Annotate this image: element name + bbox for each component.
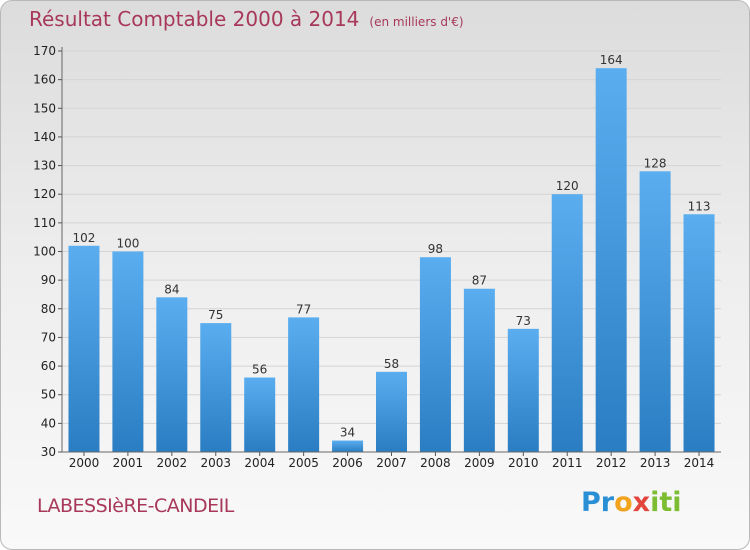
labels: 102 100 84 75 56 77 34 58 98 87 73 120 164 128 113	[73, 53, 711, 439]
y-tick-label: 110	[33, 216, 56, 230]
y-tick-label: 100	[33, 245, 56, 259]
bar	[595, 68, 627, 452]
axes: 30 40 50 60 70 80 90 100 110 120 130 140 150 160 170 20…	[33, 44, 721, 470]
proxiti-logo: Proxiti	[581, 487, 682, 518]
x-tick-label: 2014	[684, 456, 715, 470]
bar	[244, 377, 276, 452]
y-tick-label: 140	[33, 130, 56, 144]
bar	[551, 194, 583, 452]
y-tick-label: 130	[33, 159, 56, 173]
data-label: 75	[208, 308, 223, 322]
logo-part-2: o	[614, 487, 633, 518]
data-label: 164	[600, 53, 623, 67]
y-tick-label: 80	[41, 302, 56, 316]
data-label: 113	[688, 199, 711, 213]
data-label: 120	[556, 179, 579, 193]
x-tick-label: 2005	[288, 456, 319, 470]
y-tick-label: 50	[41, 388, 56, 402]
data-label: 87	[472, 274, 487, 288]
data-label: 34	[340, 426, 355, 440]
y-tick-label: 60	[41, 359, 56, 373]
bar	[683, 214, 715, 452]
bar	[376, 371, 407, 452]
bar	[112, 251, 144, 452]
bar	[332, 440, 364, 452]
data-label: 77	[296, 302, 311, 316]
data-label: 84	[164, 282, 179, 296]
bar	[507, 328, 539, 452]
x-tick-label: 2008	[420, 456, 451, 470]
x-tick-label: 2006	[332, 456, 363, 470]
y-tick-label: 40	[41, 416, 56, 430]
y-tick-label: 90	[41, 273, 56, 287]
bar	[288, 317, 320, 452]
y-tick-label: 120	[33, 187, 56, 201]
data-label: 102	[73, 231, 96, 245]
y-tick-label: 30	[41, 445, 56, 459]
bar	[463, 288, 495, 452]
x-tick-label: 2002	[157, 456, 188, 470]
x-tick-label: 2011	[552, 456, 583, 470]
data-label: 98	[428, 242, 443, 256]
bar	[68, 245, 100, 452]
x-tick-label: 2003	[200, 456, 231, 470]
logo-part-1: Pr	[581, 487, 615, 518]
y-tick-label: 160	[33, 73, 56, 87]
data-label: 100	[116, 237, 139, 251]
chart-unit: (en milliers d'€)	[369, 15, 464, 29]
x-tick-label: 2001	[113, 456, 144, 470]
commune-name: LABESSIèRE-CANDEIL	[37, 495, 234, 517]
x-tick-label: 2013	[640, 456, 671, 470]
chart-title: Résultat Comptable 2000 à 2014 (en millie…	[29, 7, 464, 31]
data-label: 73	[516, 314, 531, 328]
bars	[68, 68, 715, 453]
data-label: 128	[644, 156, 667, 170]
y-tick-label: 170	[33, 44, 56, 58]
chart-title-text: Résultat Comptable 2000 à 2014	[29, 7, 360, 31]
bar	[639, 171, 671, 453]
x-tick-label: 2004	[244, 456, 275, 470]
bar	[200, 323, 232, 452]
x-tick-label: 2007	[376, 456, 407, 470]
y-tick-label: 150	[33, 101, 56, 115]
bar	[156, 297, 188, 452]
x-tick-label: 2000	[69, 456, 100, 470]
logo-part-3: x	[632, 487, 651, 518]
x-tick-label: 2009	[464, 456, 495, 470]
logo-part-4: iti	[650, 487, 682, 518]
bar	[419, 257, 451, 452]
x-tick-label: 2012	[596, 456, 627, 470]
data-label: 56	[252, 363, 267, 377]
data-label: 58	[384, 357, 399, 371]
x-tick-label: 2010	[508, 456, 539, 470]
y-tick-label: 70	[41, 330, 56, 344]
